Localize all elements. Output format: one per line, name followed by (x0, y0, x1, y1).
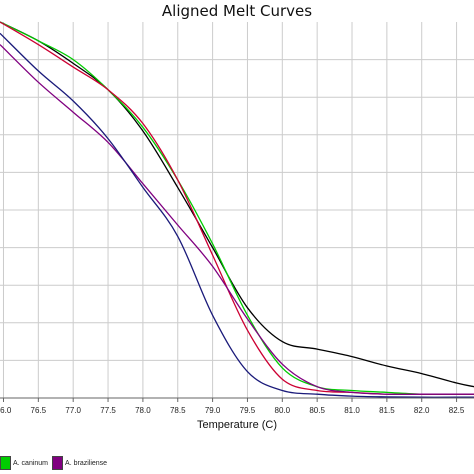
legend-item-caninum[interactable]: A. caninum (0, 456, 48, 470)
legend: A. caninum A. braziliense (0, 455, 111, 471)
x-tick-label: 78.0 (135, 406, 151, 415)
x-tick-label: 79.0 (205, 406, 221, 415)
x-tick-label: 81.0 (344, 406, 360, 415)
tick-layer: 76.0 76.5 77.0 77.5 78.0 78.5 79.0 79.5 80.0 80.5… (0, 398, 465, 415)
chart-title: Aligned Melt Curves (161, 2, 313, 20)
x-tick-label: 80.5 (309, 406, 325, 415)
x-tick-label: 76.5 (31, 406, 47, 415)
x-tick-label: 77.5 (100, 406, 116, 415)
melt-curve-series-4 (0, 32, 474, 398)
x-axis-label: Temperature (C) (196, 419, 278, 431)
x-tick-label: 81.5 (379, 406, 395, 415)
x-tick-label: 80.0 (275, 406, 291, 415)
melt-curve-series-3 (0, 44, 474, 396)
x-tick-label: 76.0 (0, 406, 12, 415)
legend-swatch-braziliense (52, 456, 64, 470)
x-tick-label: 79.5 (240, 406, 256, 415)
legend-swatch-caninum (0, 456, 11, 470)
legend-item-braziliense[interactable]: A. braziliense (52, 456, 107, 470)
legend-label-caninum: A. caninum (13, 459, 49, 467)
melt-curve-series-0 (0, 21, 474, 388)
series-layer (0, 21, 474, 398)
x-tick-label: 78.5 (170, 406, 186, 415)
grid-layer (0, 22, 474, 398)
legend-label-braziliense: A. braziliense (65, 459, 108, 467)
x-tick-label: 82.0 (414, 406, 430, 415)
x-tick-label: 82.5 (449, 406, 465, 415)
x-tick-label: 77.0 (65, 406, 81, 415)
